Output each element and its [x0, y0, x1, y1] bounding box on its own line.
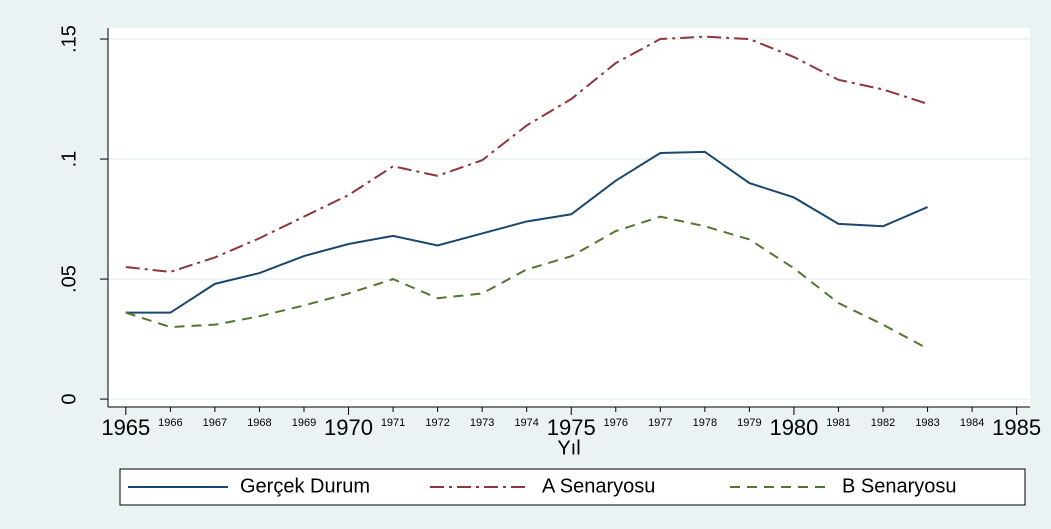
y-tick-label: 0: [58, 394, 80, 405]
legend-label: Gerçek Durum: [240, 475, 370, 497]
x-minor-tick-label: 1971: [381, 417, 405, 429]
series-line: [125, 215, 929, 350]
series-line: [125, 150, 928, 314]
x-minor-tick-label: 1972: [425, 417, 449, 429]
plot-area: [108, 28, 1030, 407]
y-tick-label: .1: [58, 151, 80, 168]
x-minor-tick-label: 1982: [871, 417, 895, 429]
x-tick-label: 1980: [769, 415, 818, 440]
y-tick-label: .15: [58, 25, 80, 53]
legend: [119, 468, 1026, 506]
x-tick-label: 1985: [992, 415, 1041, 440]
x-minor-tick-label: 1966: [158, 417, 182, 429]
x-minor-tick-label: 1984: [960, 417, 984, 429]
x-minor-tick-label: 1978: [693, 417, 717, 429]
legend-label: B Senaryosu: [842, 475, 957, 497]
x-tick-label: 1970: [324, 415, 373, 440]
x-minor-tick-label: 1981: [826, 417, 850, 429]
x-minor-tick-label: 1967: [203, 417, 227, 429]
x-minor-tick-label: 1976: [604, 417, 628, 429]
x-minor-tick-label: 1973: [470, 417, 494, 429]
x-minor-tick-label: 1983: [915, 417, 939, 429]
x-minor-tick-label: 1979: [737, 417, 761, 429]
x-minor-tick-label: 1969: [292, 417, 316, 429]
x-minor-tick-label: 1974: [514, 417, 538, 429]
series-line: [125, 35, 928, 273]
y-tick-label: .05: [58, 265, 80, 293]
x-tick-label: 1965: [101, 415, 150, 440]
x-axis-label: Yıl: [557, 437, 580, 459]
legend-label: A Senaryosu: [542, 475, 655, 497]
x-tick-label: 1975: [547, 415, 596, 440]
x-minor-tick-label: 1968: [247, 417, 271, 429]
x-minor-tick-label: 1977: [648, 417, 672, 429]
